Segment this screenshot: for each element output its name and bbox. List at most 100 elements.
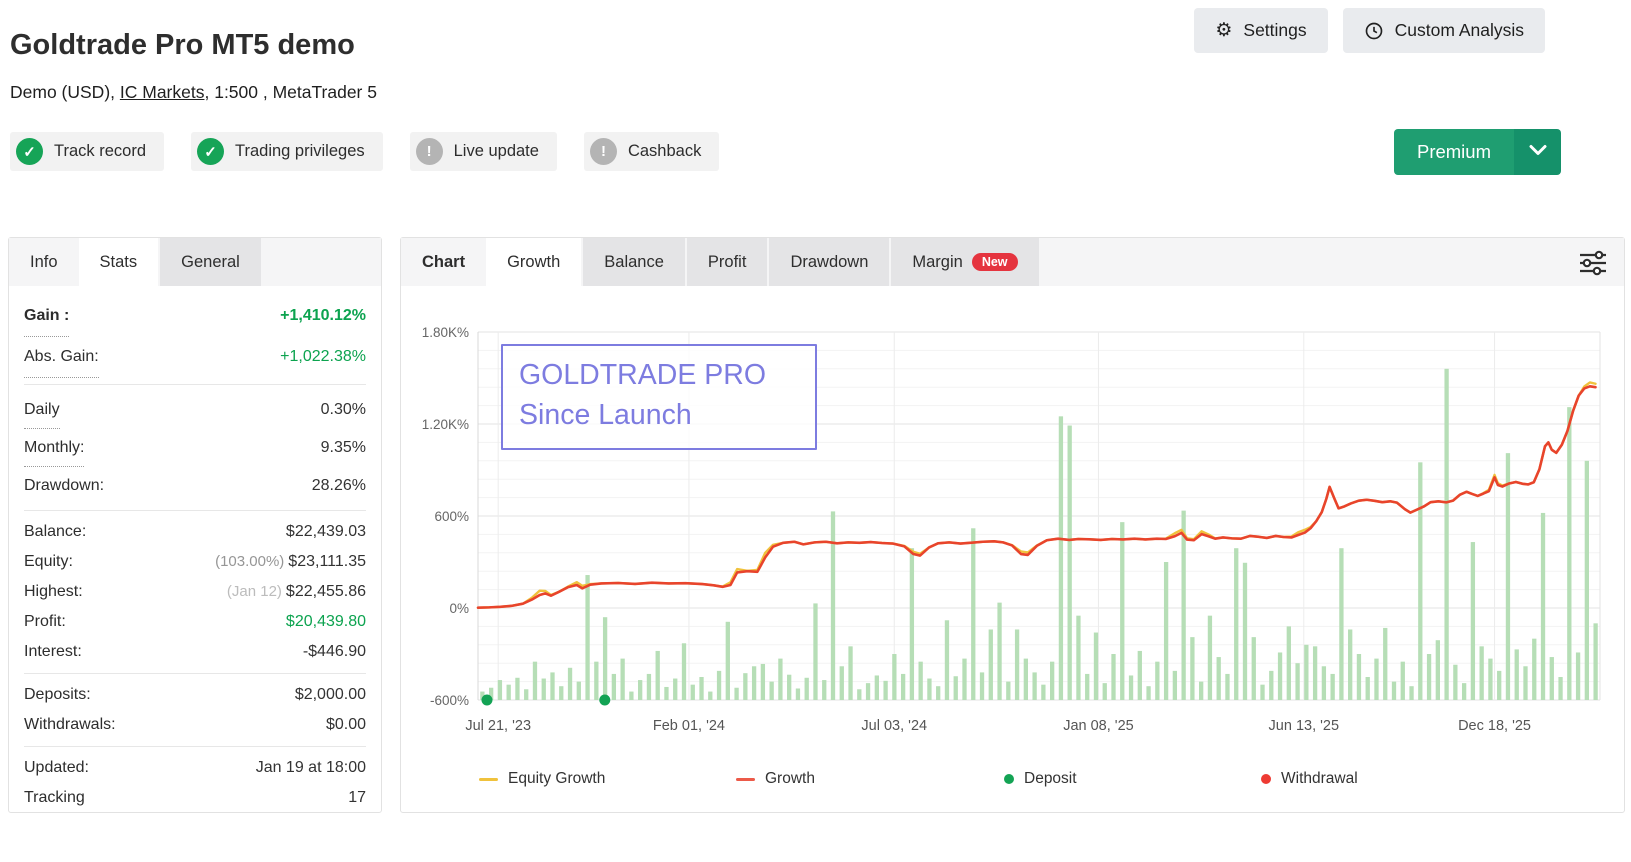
stat-row-tracking: Tracking 17: [24, 783, 366, 813]
broker-link[interactable]: IC Markets: [119, 82, 205, 102]
badge-trading-privileges[interactable]: ✓ Trading privileges: [191, 132, 383, 171]
svg-text:1.80K%: 1.80K%: [422, 325, 469, 340]
stat-label: Updated:: [24, 759, 89, 776]
stat-label: Equity:: [24, 553, 73, 570]
stat-label: Balance:: [24, 523, 87, 540]
premium-button[interactable]: Premium: [1393, 129, 1561, 175]
stat-row-daily: Daily 0.30%: [24, 391, 366, 429]
premium-dropdown-toggle[interactable]: [1514, 129, 1561, 175]
new-badge: New: [971, 252, 1018, 272]
tab-info[interactable]: Info: [30, 252, 58, 271]
stat-label: Profit:: [24, 613, 66, 630]
stat-value: +1,022.38%: [280, 348, 366, 365]
stat-row-deposits: Deposits: $2,000.00: [24, 680, 366, 710]
stat-row-highest: Highest: (Jan 12) $22,455.86: [24, 577, 366, 607]
chevron-down-icon: [1529, 143, 1547, 161]
stat-value: $0.00: [325, 716, 366, 733]
stat-row-equity: Equity: (103.00%) $23,111.35: [24, 547, 366, 577]
growth-swatch: [736, 777, 755, 781]
chart-watermark: GOLDTRADE PRO Since Launch: [501, 344, 817, 450]
svg-text:600%: 600%: [434, 509, 469, 524]
tab-growth[interactable]: Growth: [486, 238, 582, 286]
verification-badges: ✓ Track record ✓ Trading privileges ! Li…: [10, 132, 720, 171]
svg-text:Jan 08, '25: Jan 08, '25: [1063, 718, 1134, 734]
stat-row-gain: Gain : +1,410.12%: [24, 296, 366, 337]
check-icon: ✓: [16, 138, 43, 165]
subtitle-prefix: Demo (USD),: [10, 82, 120, 102]
stat-row-drawdown: Drawdown: 28.26%: [24, 467, 366, 504]
tab-stats[interactable]: Stats: [78, 238, 159, 286]
stat-value: +1,410.12%: [280, 307, 366, 324]
legend-label: Deposit: [1024, 770, 1077, 787]
stat-value: 17: [348, 789, 366, 806]
watermark-line1: GOLDTRADE PRO: [519, 359, 767, 391]
svg-text:Jul 21, '23: Jul 21, '23: [465, 718, 531, 734]
legend-equity-growth: Equity Growth: [479, 770, 605, 788]
stat-value: Jan 19 at 18:00: [255, 759, 366, 776]
badge-label: Cashback: [627, 142, 702, 160]
chart-filter-button[interactable]: [1578, 250, 1608, 281]
badge-live-update[interactable]: ! Live update: [409, 132, 557, 171]
stat-row-updated: Updated: Jan 19 at 18:00: [24, 753, 366, 783]
stats-panel-tabs: Info Stats General: [9, 238, 381, 286]
settings-button[interactable]: ⚙ Settings: [1194, 8, 1328, 53]
custom-analysis-button-label: Custom Analysis: [1394, 20, 1524, 40]
tab-chart[interactable]: Chart: [422, 252, 466, 271]
legend-label: Withdrawal: [1281, 770, 1358, 787]
chart-panel-tabs: Chart Growth Balance Profit Drawdown Mar…: [401, 238, 1624, 286]
svg-text:-600%: -600%: [430, 693, 469, 708]
stat-label: Deposits:: [24, 686, 91, 703]
growth-chart[interactable]: 1.80K% 1.20K% 600% 0% -600% Jul 21, '23 Feb 01…: [403, 302, 1608, 747]
legend-withdrawal: Withdrawal: [1261, 770, 1358, 788]
badge-track-record[interactable]: ✓ Track record: [10, 132, 164, 171]
stat-label: Drawdown:: [24, 477, 105, 494]
svg-text:Feb 01, '24: Feb 01, '24: [653, 718, 725, 734]
equity-growth-swatch: [479, 777, 498, 781]
badge-label: Live update: [453, 142, 539, 160]
stat-label: Tracking: [24, 789, 85, 806]
clock-icon: [1364, 21, 1384, 41]
legend-label: Growth: [765, 770, 815, 787]
stat-row-profit: Profit: $20,439.80: [24, 607, 366, 637]
tab-drawdown[interactable]: Drawdown: [769, 238, 890, 286]
stat-row-abs-gain: Abs. Gain: +1,022.38%: [24, 337, 366, 378]
tab-profit[interactable]: Profit: [686, 238, 768, 286]
account-subtitle: Demo (USD), IC Markets, 1:500 , MetaTrad…: [10, 82, 377, 103]
legend-growth: Growth: [736, 770, 815, 788]
stat-label: Monthly:: [24, 429, 85, 467]
legend-label: Equity Growth: [508, 770, 606, 787]
custom-analysis-button[interactable]: Custom Analysis: [1342, 8, 1545, 53]
stat-row-monthly: Monthly: 9.35%: [24, 429, 366, 467]
subtitle-suffix: , 1:500 , MetaTrader 5: [204, 82, 377, 102]
stat-value: -$446.90: [302, 643, 366, 660]
premium-button-label[interactable]: Premium: [1393, 129, 1514, 175]
badge-label: Track record: [54, 142, 146, 160]
stat-row-interest: Interest: -$446.90: [24, 637, 366, 667]
svg-text:Jul 03, '24: Jul 03, '24: [861, 718, 927, 734]
badge-cashback[interactable]: ! Cashback: [583, 132, 720, 171]
stat-label: Gain :: [24, 296, 70, 337]
header-buttons: ⚙ Settings Custom Analysis: [1194, 8, 1545, 53]
chart-panel: Chart Growth Balance Profit Drawdown Mar…: [400, 237, 1625, 813]
svg-text:0%: 0%: [449, 601, 469, 616]
tab-margin-label: Margin: [912, 252, 963, 271]
stats-panel: Info Stats General Gain : +1,410.12% Abs…: [8, 237, 382, 813]
withdrawal-swatch: [1261, 774, 1271, 784]
stat-value: $22,439.03: [285, 523, 366, 540]
stat-value-note: (103.00%): [215, 553, 285, 570]
stats-list: Gain : +1,410.12% Abs. Gain: +1,022.38% …: [9, 286, 381, 819]
chart-legend: Equity Growth Growth Deposit Withdrawal: [401, 770, 1624, 800]
stat-value: $23,111.35: [288, 553, 366, 570]
stat-label: Daily: [24, 391, 60, 429]
stat-value: $2,000.00: [294, 686, 366, 703]
stat-label: Interest:: [24, 643, 82, 660]
stat-label: Abs. Gain:: [24, 337, 99, 378]
exclamation-icon: !: [589, 138, 617, 165]
tab-balance[interactable]: Balance: [583, 238, 685, 286]
stat-label: Withdrawals:: [24, 716, 116, 733]
badge-label: Trading privileges: [235, 142, 365, 160]
tab-margin[interactable]: Margin New: [891, 238, 1039, 286]
svg-text:1.20K%: 1.20K%: [422, 417, 469, 432]
exclamation-icon: !: [415, 138, 443, 165]
tab-general[interactable]: General: [160, 238, 261, 286]
